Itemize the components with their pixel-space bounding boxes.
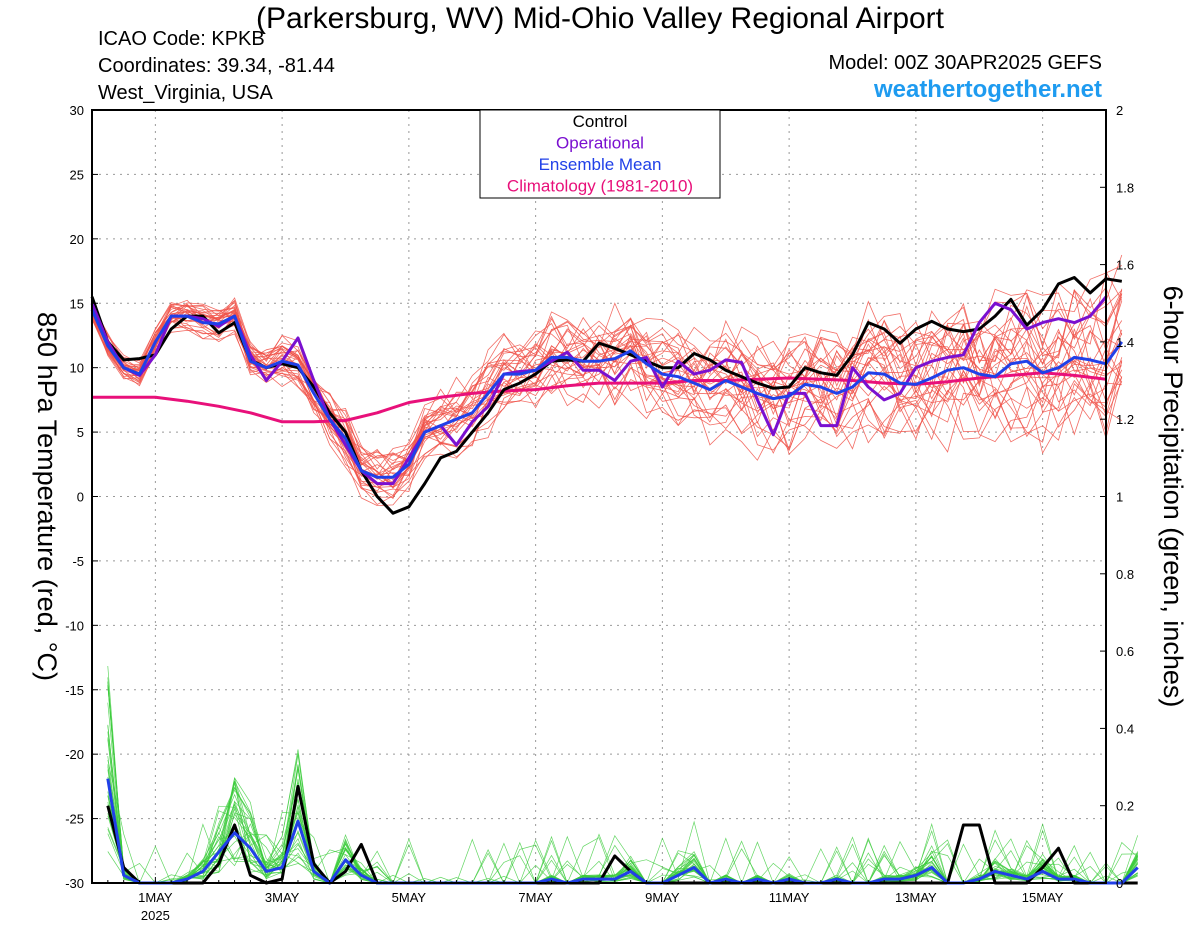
y-right-tick-label: 1 [1116,490,1123,505]
temp-member-line [91,288,1123,481]
y-right-tick-label: 0.2 [1116,799,1134,814]
climatology-1981-2010-temp-line [92,371,1107,424]
x-tick-label: 1MAY [138,890,173,905]
y-left-tick-label: 30 [70,103,84,118]
temp-member-line [91,317,1123,493]
axis-ticks: -30-25-20-15-10-505101520253000.20.40.60… [65,103,1134,923]
precip-member-line [107,665,1138,884]
control-precip-line [106,784,1138,885]
precip-member-line [107,737,1138,884]
y-right-tick-label: 2 [1116,103,1123,118]
y-axis-right-label: 6-hour Precipitation (green, inches) [1158,286,1188,708]
y-left-tick-label: -25 [65,812,84,827]
series-lines [90,276,1139,885]
legend: Control Operational Ensemble Mean Climat… [479,109,721,199]
y-left-tick-label: -10 [65,618,84,633]
region: West_Virginia, USA [98,82,273,104]
precip-member-line [107,677,1139,884]
y-left-tick-label: -20 [65,747,84,762]
y-right-tick-label: 0.6 [1116,644,1134,659]
legend-operational: Operational [556,134,644,153]
temp-member-line [91,314,1123,497]
legend-box [479,109,721,199]
page-title: (Parkersburg, WV) Mid-Ohio Valley Region… [255,2,945,35]
x-year-label: 2025 [141,908,170,923]
y-left-tick-label: 0 [77,490,84,505]
model-run: Model: 00Z 30APR2025 GEFS [828,52,1102,74]
temp-member-line [91,288,1123,486]
x-tick-label: 11MAY [769,890,810,905]
ensemble-mean-temp-line [90,309,1124,479]
y-axis-left-label: 850 hPa Temperature (red, °C) [32,312,62,681]
legend-control: Control [573,112,628,131]
y-left-tick-label: 10 [70,361,84,376]
temp-member-line [91,265,1122,470]
y-right-tick-label: 0.4 [1116,721,1134,736]
y-right-tick-label: 0 [1116,876,1123,891]
y-right-tick-label: 1.4 [1116,335,1134,350]
grid [92,109,1106,884]
y-left-tick-label: 5 [77,425,84,440]
legend-climatology: Climatology (1981-2010) [507,177,693,196]
temp-member-line [91,319,1123,498]
x-tick-label: 5MAY [392,890,427,905]
icao-code: ICAO Code: KPKB [98,28,265,50]
y-left-tick-label: 15 [70,296,84,311]
operational-temp-line [90,295,1108,486]
y-left-tick-label: -15 [65,683,84,698]
y-left-tick-label: 25 [70,167,84,182]
x-tick-label: 9MAY [645,890,680,905]
y-right-tick-label: 1.8 [1116,180,1134,195]
x-tick-label: 15MAY [1022,890,1064,905]
precip-ensemble-members [107,665,1139,885]
temp-member-line [91,270,1123,471]
y-right-tick-label: 0.8 [1116,567,1134,582]
x-tick-label: 13MAY [895,890,937,905]
temp-member-line [91,293,1123,477]
y-left-tick-label: -5 [72,554,84,569]
y-left-tick-label: 20 [70,232,84,247]
y-left-tick-label: -30 [65,876,84,891]
temp-member-line [91,282,1123,462]
site-link[interactable]: weathertogether.net [873,76,1102,103]
x-tick-label: 7MAY [518,890,553,905]
x-tick-label: 3MAY [265,890,300,905]
temp-member-line [91,293,1123,480]
y-right-tick-label: 1.2 [1116,412,1134,427]
y-right-tick-label: 1.6 [1116,258,1134,273]
coordinates: Coordinates: 39.34, -81.44 [98,55,335,77]
legend-ensemble-mean: Ensemble Mean [539,155,662,174]
